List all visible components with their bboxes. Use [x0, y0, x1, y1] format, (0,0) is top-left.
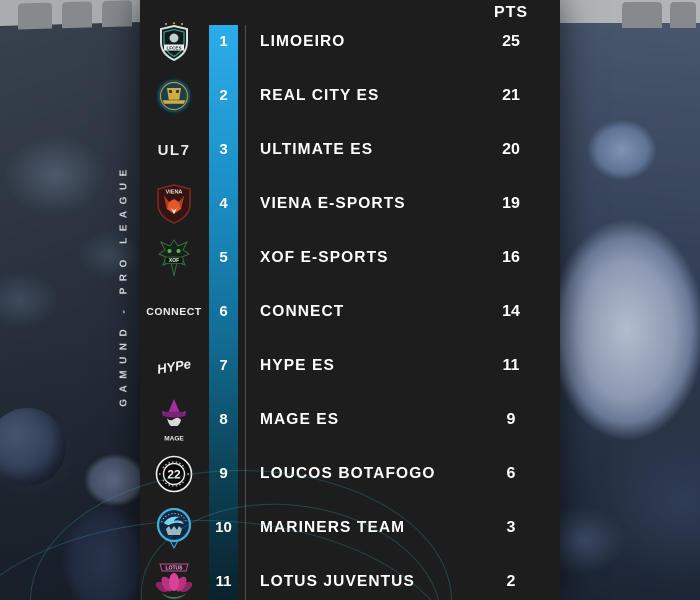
- team-name: LOUCOS BOTAFOGO: [260, 465, 436, 482]
- table-row: 2 REAL CITY ES 21: [140, 69, 560, 123]
- svg-text:22: 22: [167, 468, 181, 482]
- team-name: VIENA E-SPORTS: [260, 195, 406, 212]
- standings-panel: PTS LFCES 1 LIMOEIRO 25: [140, 0, 560, 600]
- team-name: CONNECT: [260, 303, 345, 320]
- table-row: XOF 5 XOF E-SPORTS 16: [140, 231, 560, 285]
- mariners-logo-icon: [144, 501, 204, 555]
- team-name: HYPE ES: [260, 357, 335, 374]
- position-number: 8: [219, 411, 228, 428]
- hype-logo-icon: HYPe: [155, 355, 193, 377]
- position-stripe: [209, 25, 238, 600]
- position-number: 9: [219, 465, 228, 482]
- points-value: 14: [502, 303, 520, 320]
- points-value: 3: [506, 519, 516, 536]
- background-player-right: [552, 0, 700, 600]
- divider-line: [245, 25, 246, 600]
- table-row: 10 MARINERS TEAM 3: [140, 501, 560, 555]
- table-row: LOTUS 11 LOTUS JUVENTUS 2: [140, 555, 560, 600]
- team-name: LIMOEIRO: [260, 33, 346, 50]
- team-name: MARINERS TEAM: [260, 519, 406, 536]
- position-number: 11: [215, 573, 232, 590]
- points-value: 9: [506, 411, 516, 428]
- xof-logo-icon: XOF: [144, 231, 204, 285]
- points-column-header: PTS: [493, 4, 529, 21]
- position-number: 2: [219, 87, 228, 104]
- banner-letter-fragment: [102, 0, 132, 28]
- points-value: 21: [502, 87, 520, 104]
- team-name: MAGE ES: [260, 411, 340, 428]
- table-row: HYPe 7 HYPE ES 11: [140, 339, 560, 393]
- points-value: 6: [506, 465, 516, 482]
- position-number: 4: [219, 195, 228, 212]
- table-row: 22 9 LOUCOS BOTAFOGO 6: [140, 447, 560, 501]
- ultimate-logo-icon: UL7: [157, 141, 191, 159]
- position-number: 5: [219, 249, 228, 266]
- position-number: 6: [219, 303, 228, 320]
- position-number: 7: [219, 357, 228, 374]
- real-city-logo-icon: [144, 69, 204, 123]
- position-number: 3: [219, 141, 228, 158]
- banner-letter-fragment: [18, 2, 52, 30]
- top-banner-left: [0, 0, 142, 30]
- banner-letter-fragment: [622, 2, 662, 28]
- points-value: 20: [502, 141, 520, 158]
- points-value: 16: [502, 249, 520, 266]
- team-name: LOTUS JUVENTUS: [260, 573, 415, 590]
- svg-text:VIENA: VIENA: [166, 190, 183, 196]
- points-value: 11: [502, 357, 520, 374]
- team-name: ULTIMATE ES: [260, 141, 374, 158]
- loucos-botafogo-logo-icon: 22: [144, 447, 204, 501]
- lotus-juventus-logo-icon: LOTUS: [144, 555, 204, 600]
- svg-text:LFCES: LFCES: [166, 45, 181, 50]
- banner-letter-fragment: [670, 2, 696, 28]
- points-value: 19: [502, 195, 520, 212]
- table-row: UL7 3 ULTIMATE ES 20: [140, 123, 560, 177]
- mage-logo-icon: MAGE: [144, 393, 204, 447]
- team-name: XOF E-SPORTS: [260, 249, 389, 266]
- table-row: LFCES 1 LIMOEIRO 25: [140, 15, 560, 69]
- svg-text:MAGE: MAGE: [164, 436, 184, 443]
- position-number: 10: [215, 519, 232, 536]
- svg-text:LOTUS: LOTUS: [166, 565, 184, 571]
- svg-text:XOF: XOF: [169, 258, 179, 264]
- background-player-left: [40, 440, 150, 600]
- points-value: 2: [506, 573, 516, 590]
- table-row: MAGE 8 MAGE ES 9: [140, 393, 560, 447]
- viena-logo-icon: VIENA: [144, 177, 204, 231]
- top-banner-right: [558, 0, 700, 28]
- points-value: 25: [502, 33, 520, 50]
- limoeiro-logo-icon: LFCES: [144, 15, 204, 69]
- table-row: CONNECT 6 CONNECT 14: [140, 285, 560, 339]
- table-row: VIENA 4 VIENA E-SPORTS 19: [140, 177, 560, 231]
- league-vertical-label: GAMUND - PRO LEAGUE: [118, 163, 130, 407]
- banner-letter-fragment: [62, 1, 92, 29]
- connect-logo-icon: CONNECT: [146, 306, 202, 318]
- team-name: REAL CITY ES: [260, 87, 380, 104]
- position-number: 1: [219, 33, 228, 50]
